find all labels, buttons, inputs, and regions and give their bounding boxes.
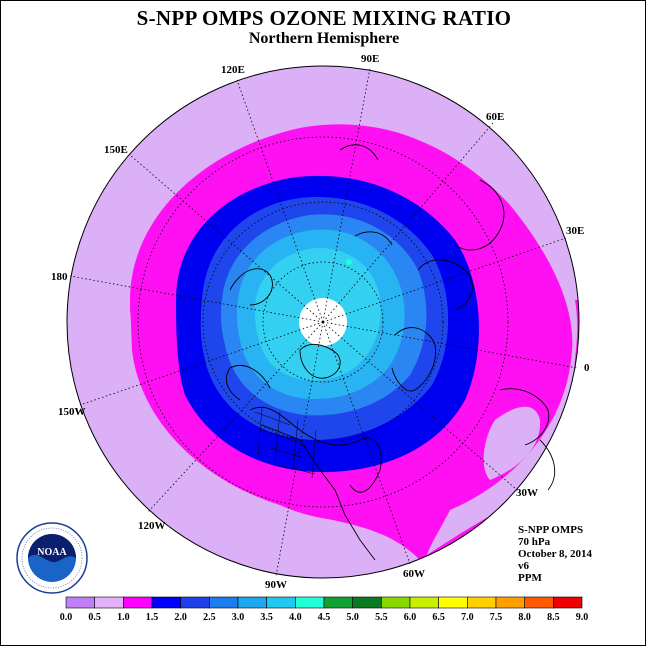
lon-label-60e: 60E bbox=[486, 111, 504, 123]
coastlines bbox=[226, 144, 556, 561]
noaa-logo-bird bbox=[28, 534, 76, 563]
info-level: 70 hPa bbox=[518, 536, 551, 548]
region-cyan-dot bbox=[346, 259, 352, 265]
lon-label-180: 180 bbox=[51, 271, 68, 283]
colorbar-swatch bbox=[323, 596, 353, 609]
lon-label-150e: 150E bbox=[104, 144, 128, 156]
graticule bbox=[69, 67, 578, 577]
product-info: S-NPP OMPS 70 hPa October 8, 2014 v6 PPM bbox=[518, 524, 592, 584]
colorbar-swatch bbox=[438, 596, 468, 609]
colorbar-tick-label: 8.5 bbox=[547, 612, 560, 623]
noaa-logo: NOAA bbox=[16, 522, 88, 594]
colorbar-swatch bbox=[467, 596, 497, 609]
colorbar-swatch bbox=[237, 596, 267, 609]
colorbar-tick-label: 7.5 bbox=[490, 612, 503, 623]
noaa-logo-lettering bbox=[21, 527, 83, 589]
map-title: S-NPP OMPS OZONE MIXING RATIO bbox=[136, 6, 512, 30]
info-units: PPM bbox=[518, 572, 542, 584]
region-pale-patch bbox=[483, 406, 541, 480]
colorbar-swatch bbox=[524, 596, 554, 609]
info-version: v6 bbox=[518, 560, 529, 572]
longitude-labels: 90E 60E 30E 0 30W 60W 90W 120W 150W 180 … bbox=[51, 53, 590, 591]
lon-label-90w: 90W bbox=[265, 579, 287, 591]
colorbar: 0.0 0.5 1.0 1.5 2.0 2.5 3.0 3.5 4.0 4.5 5.0 5.5 6.0 6… bbox=[60, 596, 589, 623]
colorbar-tick-label: 3.0 bbox=[232, 612, 245, 623]
colorbar-tick-label: 5.5 bbox=[375, 612, 388, 623]
colorbar-tick-label: 2.5 bbox=[203, 612, 216, 623]
colorbar-swatch bbox=[180, 596, 210, 609]
colorbar-swatch bbox=[352, 596, 382, 609]
colorbar-swatch bbox=[409, 596, 439, 609]
colorbar-tick-label: 5.0 bbox=[346, 612, 359, 623]
colorbar-tick-label: 8.0 bbox=[518, 612, 531, 623]
colorbar-tick-label: 6.5 bbox=[432, 612, 445, 623]
colorbar-tick-label: 1.5 bbox=[146, 612, 159, 623]
colorbar-tick-label: 0.0 bbox=[60, 612, 73, 623]
info-date: October 8, 2014 bbox=[518, 548, 593, 560]
colorbar-swatch bbox=[65, 596, 95, 609]
info-product: S-NPP OMPS bbox=[518, 524, 584, 536]
colorbar-swatch bbox=[209, 596, 239, 609]
colorbar-tick-label: 2.0 bbox=[174, 612, 187, 623]
lon-label-60w: 60W bbox=[403, 568, 425, 580]
colorbar-tick-label: 4.0 bbox=[289, 612, 302, 623]
colorbar-tick-label: 6.0 bbox=[404, 612, 417, 623]
us-states-grid bbox=[254, 407, 317, 479]
colorbar-tick-label: 4.5 bbox=[318, 612, 331, 623]
map-boundary-circle bbox=[66, 65, 580, 579]
colorbar-tick-label: 9.0 bbox=[576, 612, 589, 623]
colorbar-tick-label: 3.5 bbox=[260, 612, 273, 623]
lon-label-120w: 120W bbox=[138, 520, 166, 532]
colorbar-tick-label: 7.0 bbox=[461, 612, 474, 623]
colorbar-tick-label: 1.0 bbox=[117, 612, 130, 623]
colorbar-tick-label: 0.5 bbox=[88, 612, 101, 623]
colorbar-swatch bbox=[553, 596, 583, 609]
colorbar-swatch bbox=[495, 596, 525, 609]
lon-label-150w: 150W bbox=[58, 406, 86, 418]
colorbar-swatch bbox=[295, 596, 325, 609]
lon-label-120e: 120E bbox=[221, 64, 245, 76]
lon-label-90e: 90E bbox=[361, 53, 379, 65]
colorbar-swatch bbox=[381, 596, 411, 609]
lon-label-30e: 30E bbox=[566, 225, 584, 237]
colorbar-swatch bbox=[266, 596, 296, 609]
colorbar-swatch bbox=[151, 596, 181, 609]
map-subtitle: Northern Hemisphere bbox=[248, 30, 400, 47]
colorbar-swatch bbox=[123, 596, 153, 609]
lon-label-30w: 30W bbox=[516, 487, 538, 499]
noaa-logo-text: NOAA bbox=[37, 547, 67, 558]
colorbar-swatch bbox=[94, 596, 124, 609]
lon-label-0: 0 bbox=[584, 362, 590, 374]
